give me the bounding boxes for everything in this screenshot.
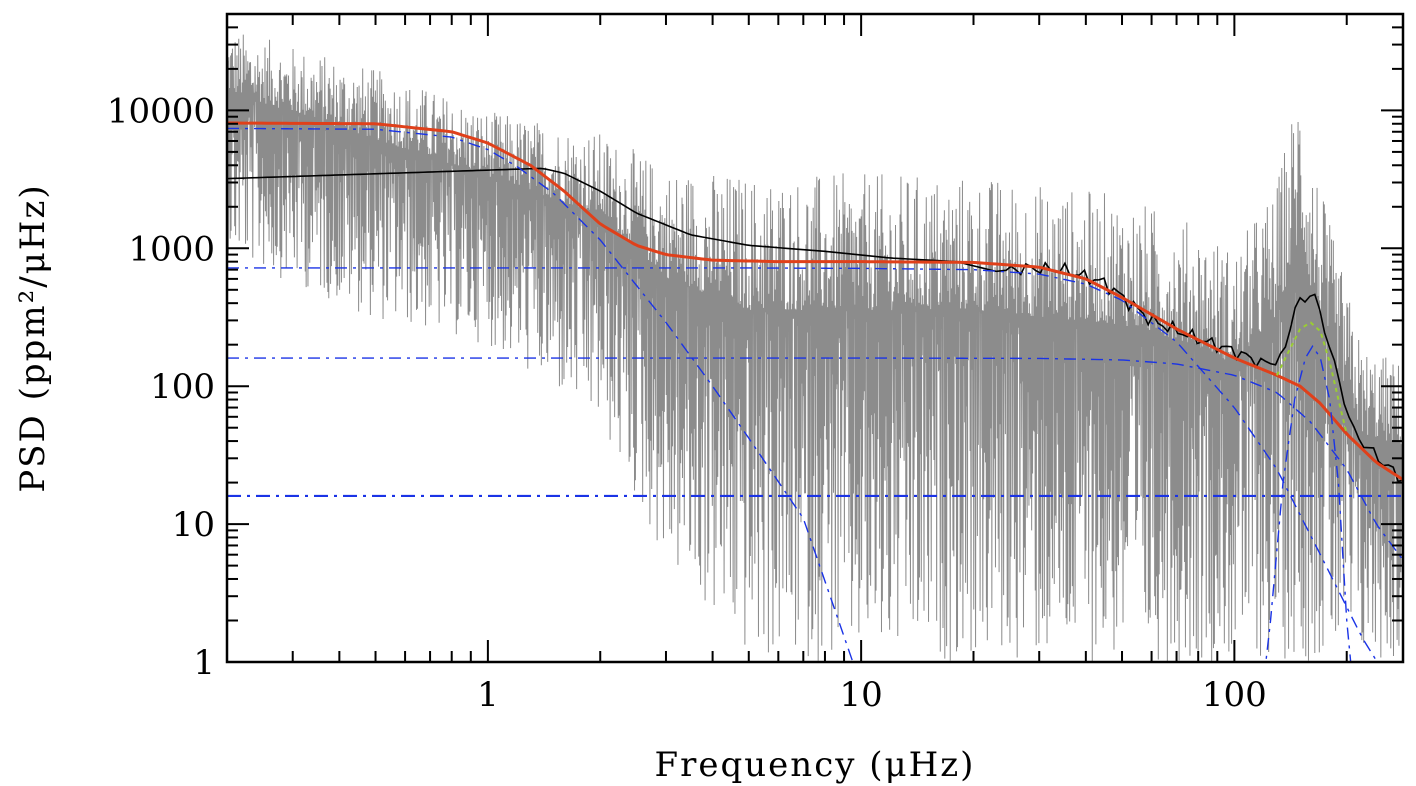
y-axis-ticks: 1 10 100 1000 10000 <box>107 13 1403 683</box>
oscillation-envelope-line <box>1265 344 1352 662</box>
x-tick-label: 100 <box>1202 675 1267 715</box>
series-global-fit <box>227 121 1403 481</box>
y-axis-label: PSD (ppm²/μHz) <box>13 183 53 492</box>
series-smoothed-spectrum <box>227 167 1403 483</box>
series-oscillation-envelope <box>1265 344 1352 662</box>
series-granulation-component-1 <box>227 127 854 662</box>
y-tick-label: 10000 <box>107 91 215 131</box>
y-tick-label: 1 <box>193 643 215 683</box>
series-granulation-component-3 <box>227 357 1403 561</box>
series-granulation-component-2 <box>227 267 1379 662</box>
series-oscillation-fit <box>1276 321 1348 435</box>
raw-spectrum-line <box>227 34 1403 662</box>
plot-frame <box>225 12 1405 664</box>
x-axis-label: Frequency (μHz) <box>655 745 976 785</box>
smoothed-spectrum-line <box>227 167 1403 483</box>
y-tick-label: 10 <box>172 505 215 545</box>
y-tick-label: 1000 <box>128 229 215 269</box>
global-fit-line <box>227 121 1403 481</box>
series-raw-spectrum <box>227 34 1403 662</box>
granulation-component-2-line <box>227 267 1379 662</box>
x-tick-label: 10 <box>839 675 882 715</box>
plot-area <box>227 34 1403 662</box>
granulation-component-1-line <box>227 127 854 662</box>
y-tick-label: 100 <box>150 367 215 407</box>
oscillation-fit-line <box>1276 321 1348 435</box>
granulation-component-3-line <box>227 357 1403 561</box>
x-axis-ticks: 1 10 100 <box>226 14 1348 715</box>
x-tick-label: 1 <box>477 675 499 715</box>
axes: 1 10 100 1 10 100 1000 10000 <box>107 12 1405 715</box>
